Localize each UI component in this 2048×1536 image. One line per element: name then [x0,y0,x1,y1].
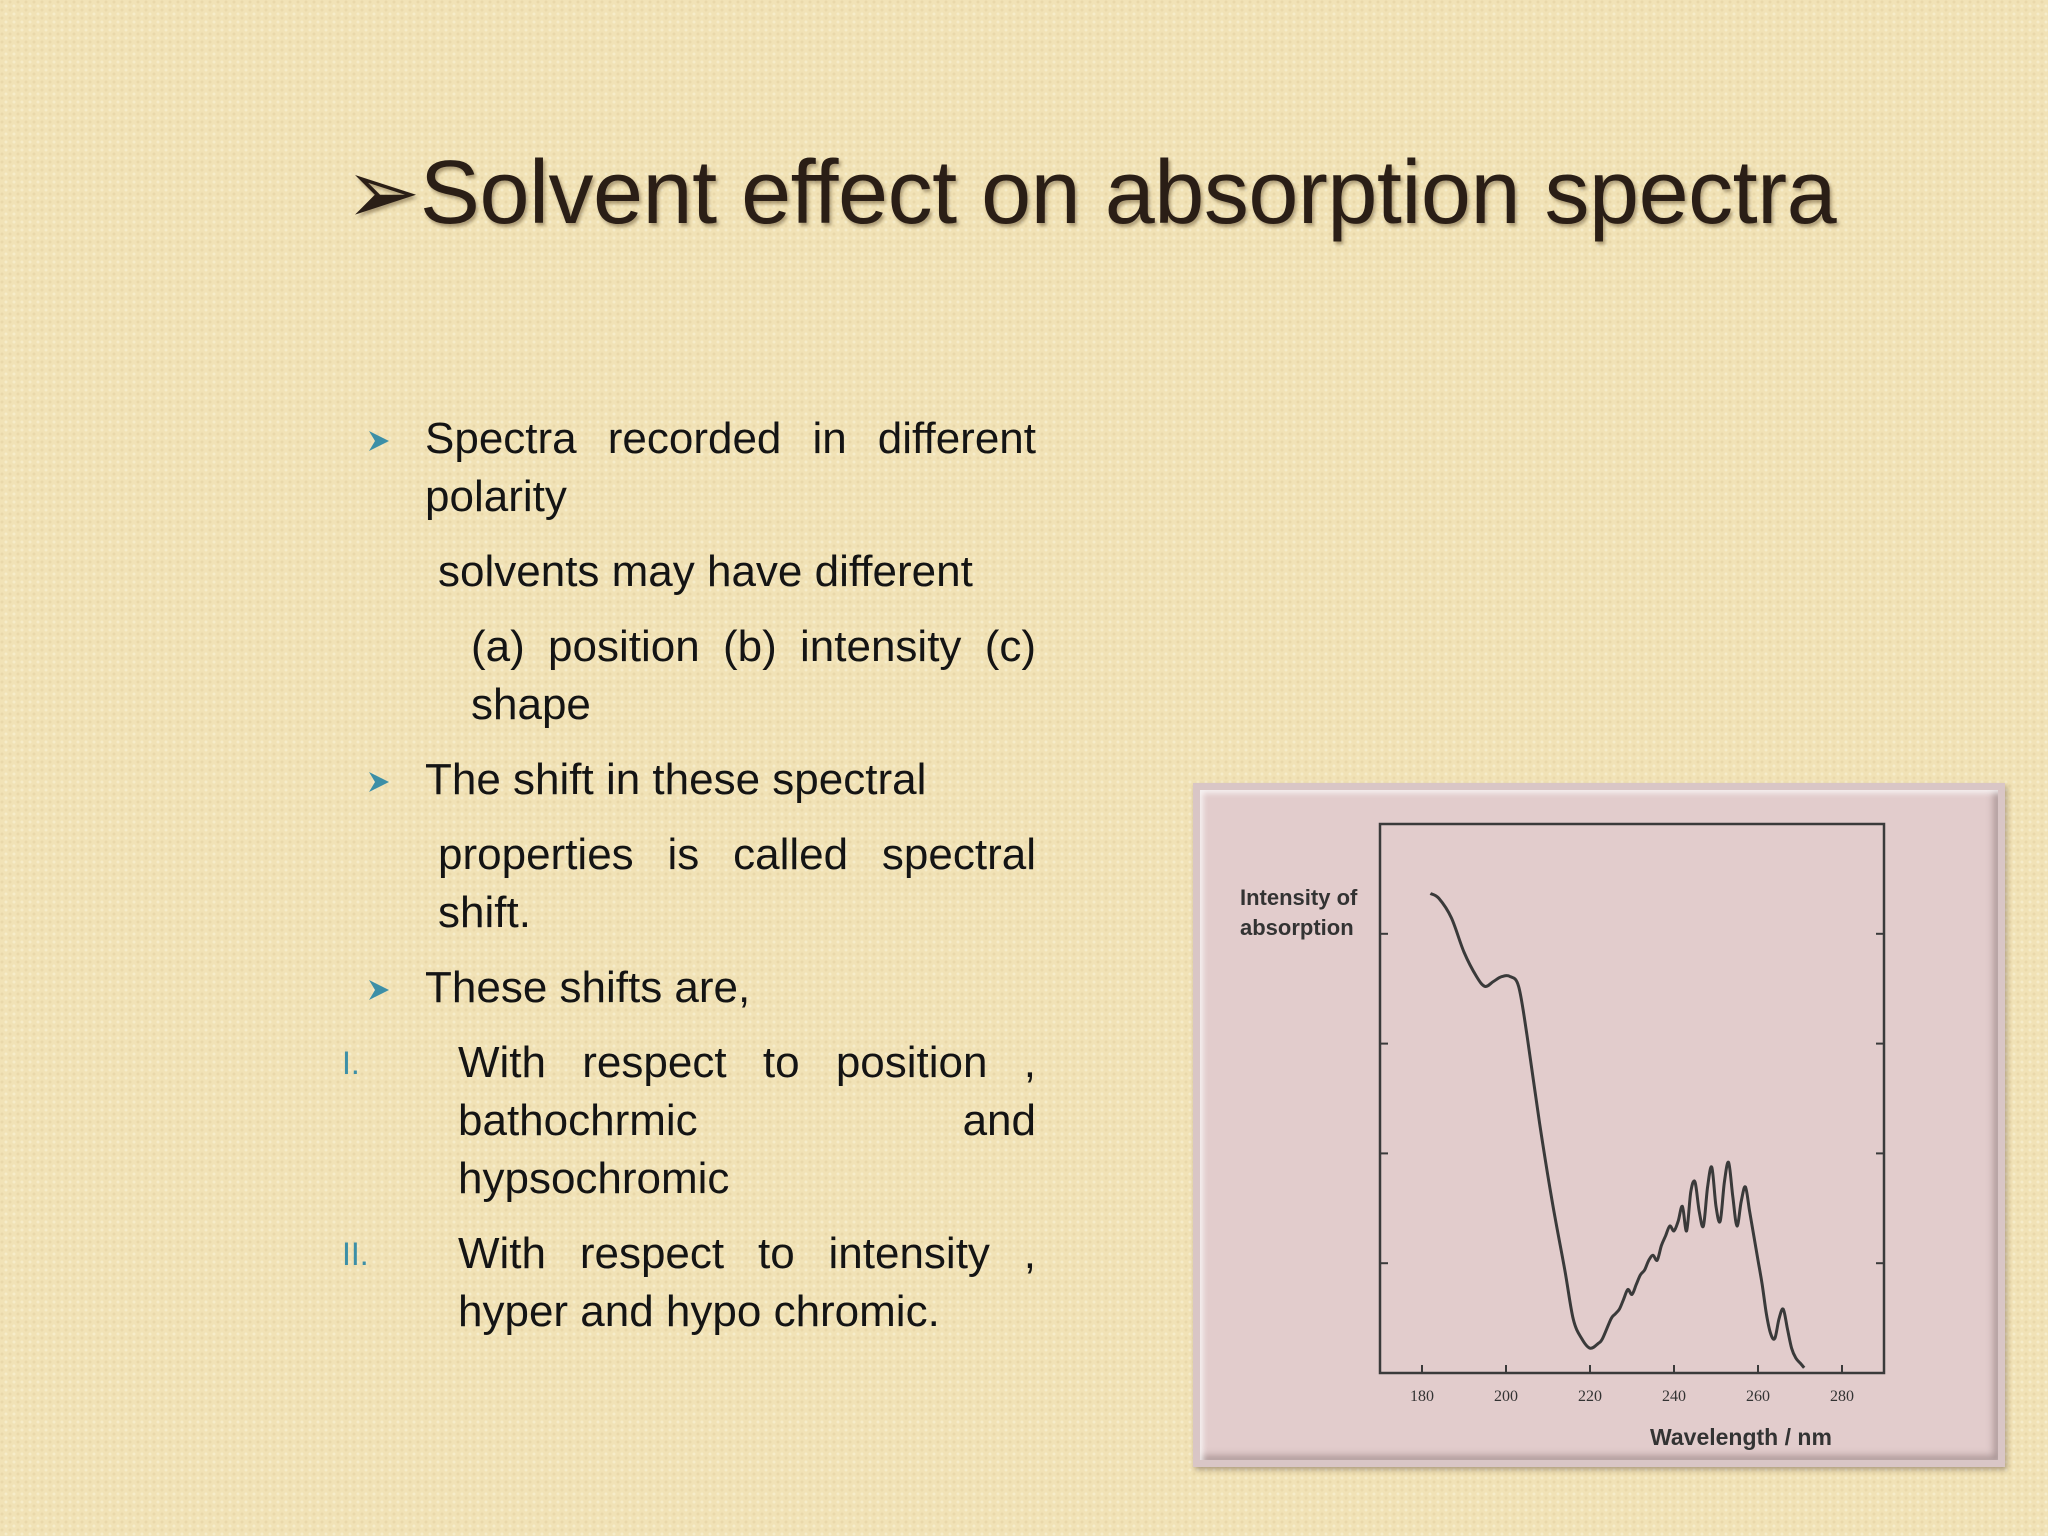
bullet-text: (a) position (b) intensity (c) shape [471,622,1036,729]
x-tick-label: 220 [1578,1388,1602,1405]
bullet-item: The shift in these spectral [330,751,1036,809]
spectrum-figure: Intensity of absorption Wavelength / nm 1… [1193,783,2005,1467]
x-tick-label: 240 [1662,1388,1686,1405]
bullet-text: These shifts are, [425,963,751,1012]
y-axis-label-line-1: Intensity of [1240,885,1358,910]
bullet-text: Spectra recorded in different polarity [425,414,1036,521]
bullet-item: Spectra recorded in different polarity [330,410,1036,526]
bullet-arrow-icon [369,772,389,792]
title-text: Solvent effect on absorption spectra [419,143,1837,243]
y-axis-ticks [1380,932,1884,1265]
y-axis-label: Intensity of absorption [1240,885,1358,940]
numbered-item: I. With respect to position , bathochrmi… [330,1034,1036,1208]
bullet-list: Spectra recorded in different polarity s… [330,410,1036,1358]
bullet-continuation: (a) position (b) intensity (c) shape [330,618,1036,734]
numbered-item: II. With respect to intensity , hyper an… [330,1225,1036,1341]
plot-frame [1378,822,1886,1375]
bullet-text: properties is called spectral shift. [438,830,1036,937]
bullet-arrow-icon [369,980,389,1000]
slide-title: ➢Solvent effect on absorption spectra [345,140,1837,245]
bullet-text: solvents may have different [438,547,973,596]
bullet-text: The shift in these spectral [425,755,927,804]
title-arrow-icon: ➢ [345,143,420,243]
x-tick-label: 180 [1410,1388,1434,1405]
numbered-text: With respect to intensity , hyper and hy… [458,1229,1036,1336]
roman-numeral: I. [342,1045,360,1081]
bullet-arrow-icon [369,431,389,451]
y-axis-label-line-2: absorption [1240,915,1354,940]
bullet-continuation: properties is called spectral shift. [330,826,1036,942]
series-line [1429,892,1806,1369]
x-tick-label: 260 [1746,1388,1770,1405]
x-axis-ticks: 180 200 220 240 260 280 [1410,1365,1854,1405]
bullet-item: These shifts are, [330,959,1036,1017]
numbered-text: With respect to position , bathochrmic a… [458,1038,1036,1203]
roman-numeral: II. [342,1236,369,1272]
absorption-spectrum-chart: Intensity of absorption Wavelength / nm 1… [1240,822,1886,1450]
x-tick-label: 280 [1830,1388,1854,1405]
x-tick-label: 200 [1494,1388,1518,1405]
x-axis-label: Wavelength / nm [1650,1424,1832,1450]
bullet-continuation: solvents may have different [330,543,1036,601]
